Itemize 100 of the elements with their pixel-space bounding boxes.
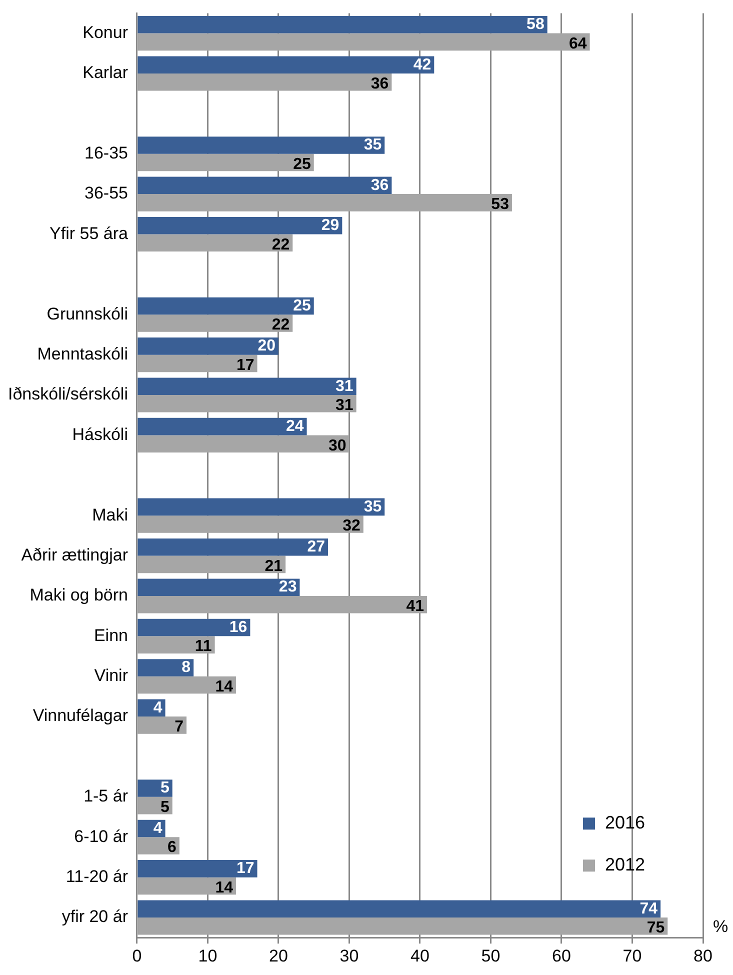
y-tick-label: 36-55 (84, 184, 128, 203)
data-label: 36 (370, 76, 389, 93)
bar (138, 33, 590, 51)
bar (138, 837, 180, 854)
data-label: 4 (153, 699, 162, 716)
y-tick-label: 11-20 ár (66, 867, 128, 886)
bar (138, 659, 194, 676)
bar (138, 338, 278, 355)
data-label: 22 (272, 316, 290, 334)
x-tick-label: 80 (694, 946, 712, 966)
bar (138, 918, 668, 935)
data-label: 42 (413, 56, 432, 74)
bar (138, 538, 328, 556)
bar (138, 297, 314, 315)
bar (138, 516, 364, 533)
bar (138, 194, 512, 212)
data-label: 32 (342, 518, 360, 535)
bar (138, 618, 250, 636)
y-tick-label: Aðrir ættingjar (21, 545, 128, 564)
data-label: 20 (258, 338, 276, 355)
bar (138, 234, 293, 252)
x-tick-label: 20 (269, 946, 288, 966)
y-tick-label: Konur (82, 22, 128, 42)
data-label: 58 (526, 16, 544, 34)
bar (138, 860, 258, 878)
x-tick-label: 70 (622, 946, 642, 966)
bar (138, 636, 215, 654)
data-label: 25 (293, 297, 311, 314)
data-label: 7 (174, 718, 184, 736)
y-tick-label: Vinir (94, 666, 128, 686)
bar (138, 16, 548, 34)
bar (138, 154, 314, 172)
y-tick-label: Háskóli (72, 424, 128, 444)
data-label: 24 (286, 418, 304, 435)
y-tick-label: 6-10 ár (74, 826, 128, 846)
data-label: 30 (328, 437, 346, 454)
data-label: 35 (364, 498, 382, 516)
bar (138, 498, 385, 516)
data-label: 21 (264, 558, 283, 575)
data-label: 23 (278, 578, 297, 596)
data-label: 75 (646, 920, 665, 937)
y-tick-label: Karlar (82, 63, 128, 82)
bar (138, 418, 307, 436)
data-label: 6 (168, 839, 177, 856)
y-tick-label: Einn (94, 626, 128, 645)
bar (138, 314, 293, 332)
data-label: 35 (364, 136, 382, 154)
bar (138, 780, 172, 797)
data-label: 29 (321, 217, 340, 234)
bar (138, 176, 392, 194)
data-label: 36 (370, 176, 389, 194)
y-tick-label: Menntaskóli (37, 344, 128, 364)
bar (138, 900, 661, 918)
y-tick-label: 16-35 (84, 144, 128, 163)
y-tick-label: Yfir 55 ára (50, 224, 129, 243)
text: % (713, 916, 728, 936)
y-tick-label: yfir 20 ár (62, 907, 128, 926)
x-tick-label: 60 (552, 946, 571, 966)
y-tick-label: Iðnskóli/sérskóli (8, 384, 128, 404)
legend-label: 2016 (605, 812, 646, 833)
bar (138, 716, 187, 734)
bar (138, 378, 356, 396)
data-label: 17 (236, 356, 254, 374)
data-label: 64 (569, 35, 587, 52)
legend-label: 2012 (605, 854, 646, 875)
x-tick-label: 40 (410, 946, 430, 966)
data-label: 8 (182, 659, 191, 676)
bar (138, 676, 236, 694)
y-tick-label: Maki (92, 505, 128, 524)
bar (138, 435, 350, 452)
data-label: 14 (215, 678, 234, 696)
data-label: 11 (194, 638, 212, 656)
data-label: 22 (272, 236, 290, 254)
bar (138, 395, 356, 412)
data-label: 14 (215, 879, 234, 896)
data-label: 16 (229, 618, 248, 636)
bar (138, 136, 385, 154)
bar (138, 216, 342, 234)
y-tick-label: Maki og börn (30, 586, 128, 605)
bar (138, 877, 236, 895)
data-label: 5 (160, 780, 170, 797)
bar (138, 596, 428, 614)
bar (138, 56, 434, 74)
data-label: 17 (236, 860, 254, 878)
data-label: 4 (153, 820, 162, 837)
data-label: 27 (307, 538, 326, 556)
x-tick-label: 0 (132, 946, 142, 966)
data-label: 53 (491, 196, 510, 214)
x-tick-label: 10 (198, 946, 218, 966)
data-label: 74 (640, 900, 658, 918)
data-label: 41 (406, 598, 424, 616)
data-label: 31 (336, 378, 354, 395)
bar (138, 354, 258, 372)
bar (138, 578, 300, 596)
x-tick-label: 30 (340, 946, 359, 966)
x-tick-label: 50 (481, 946, 500, 966)
y-tick-label: Vinnufélagar (32, 706, 128, 726)
data-label: 5 (160, 798, 170, 816)
bar (138, 556, 286, 574)
y-tick-label: Grunnskóli (46, 304, 128, 324)
